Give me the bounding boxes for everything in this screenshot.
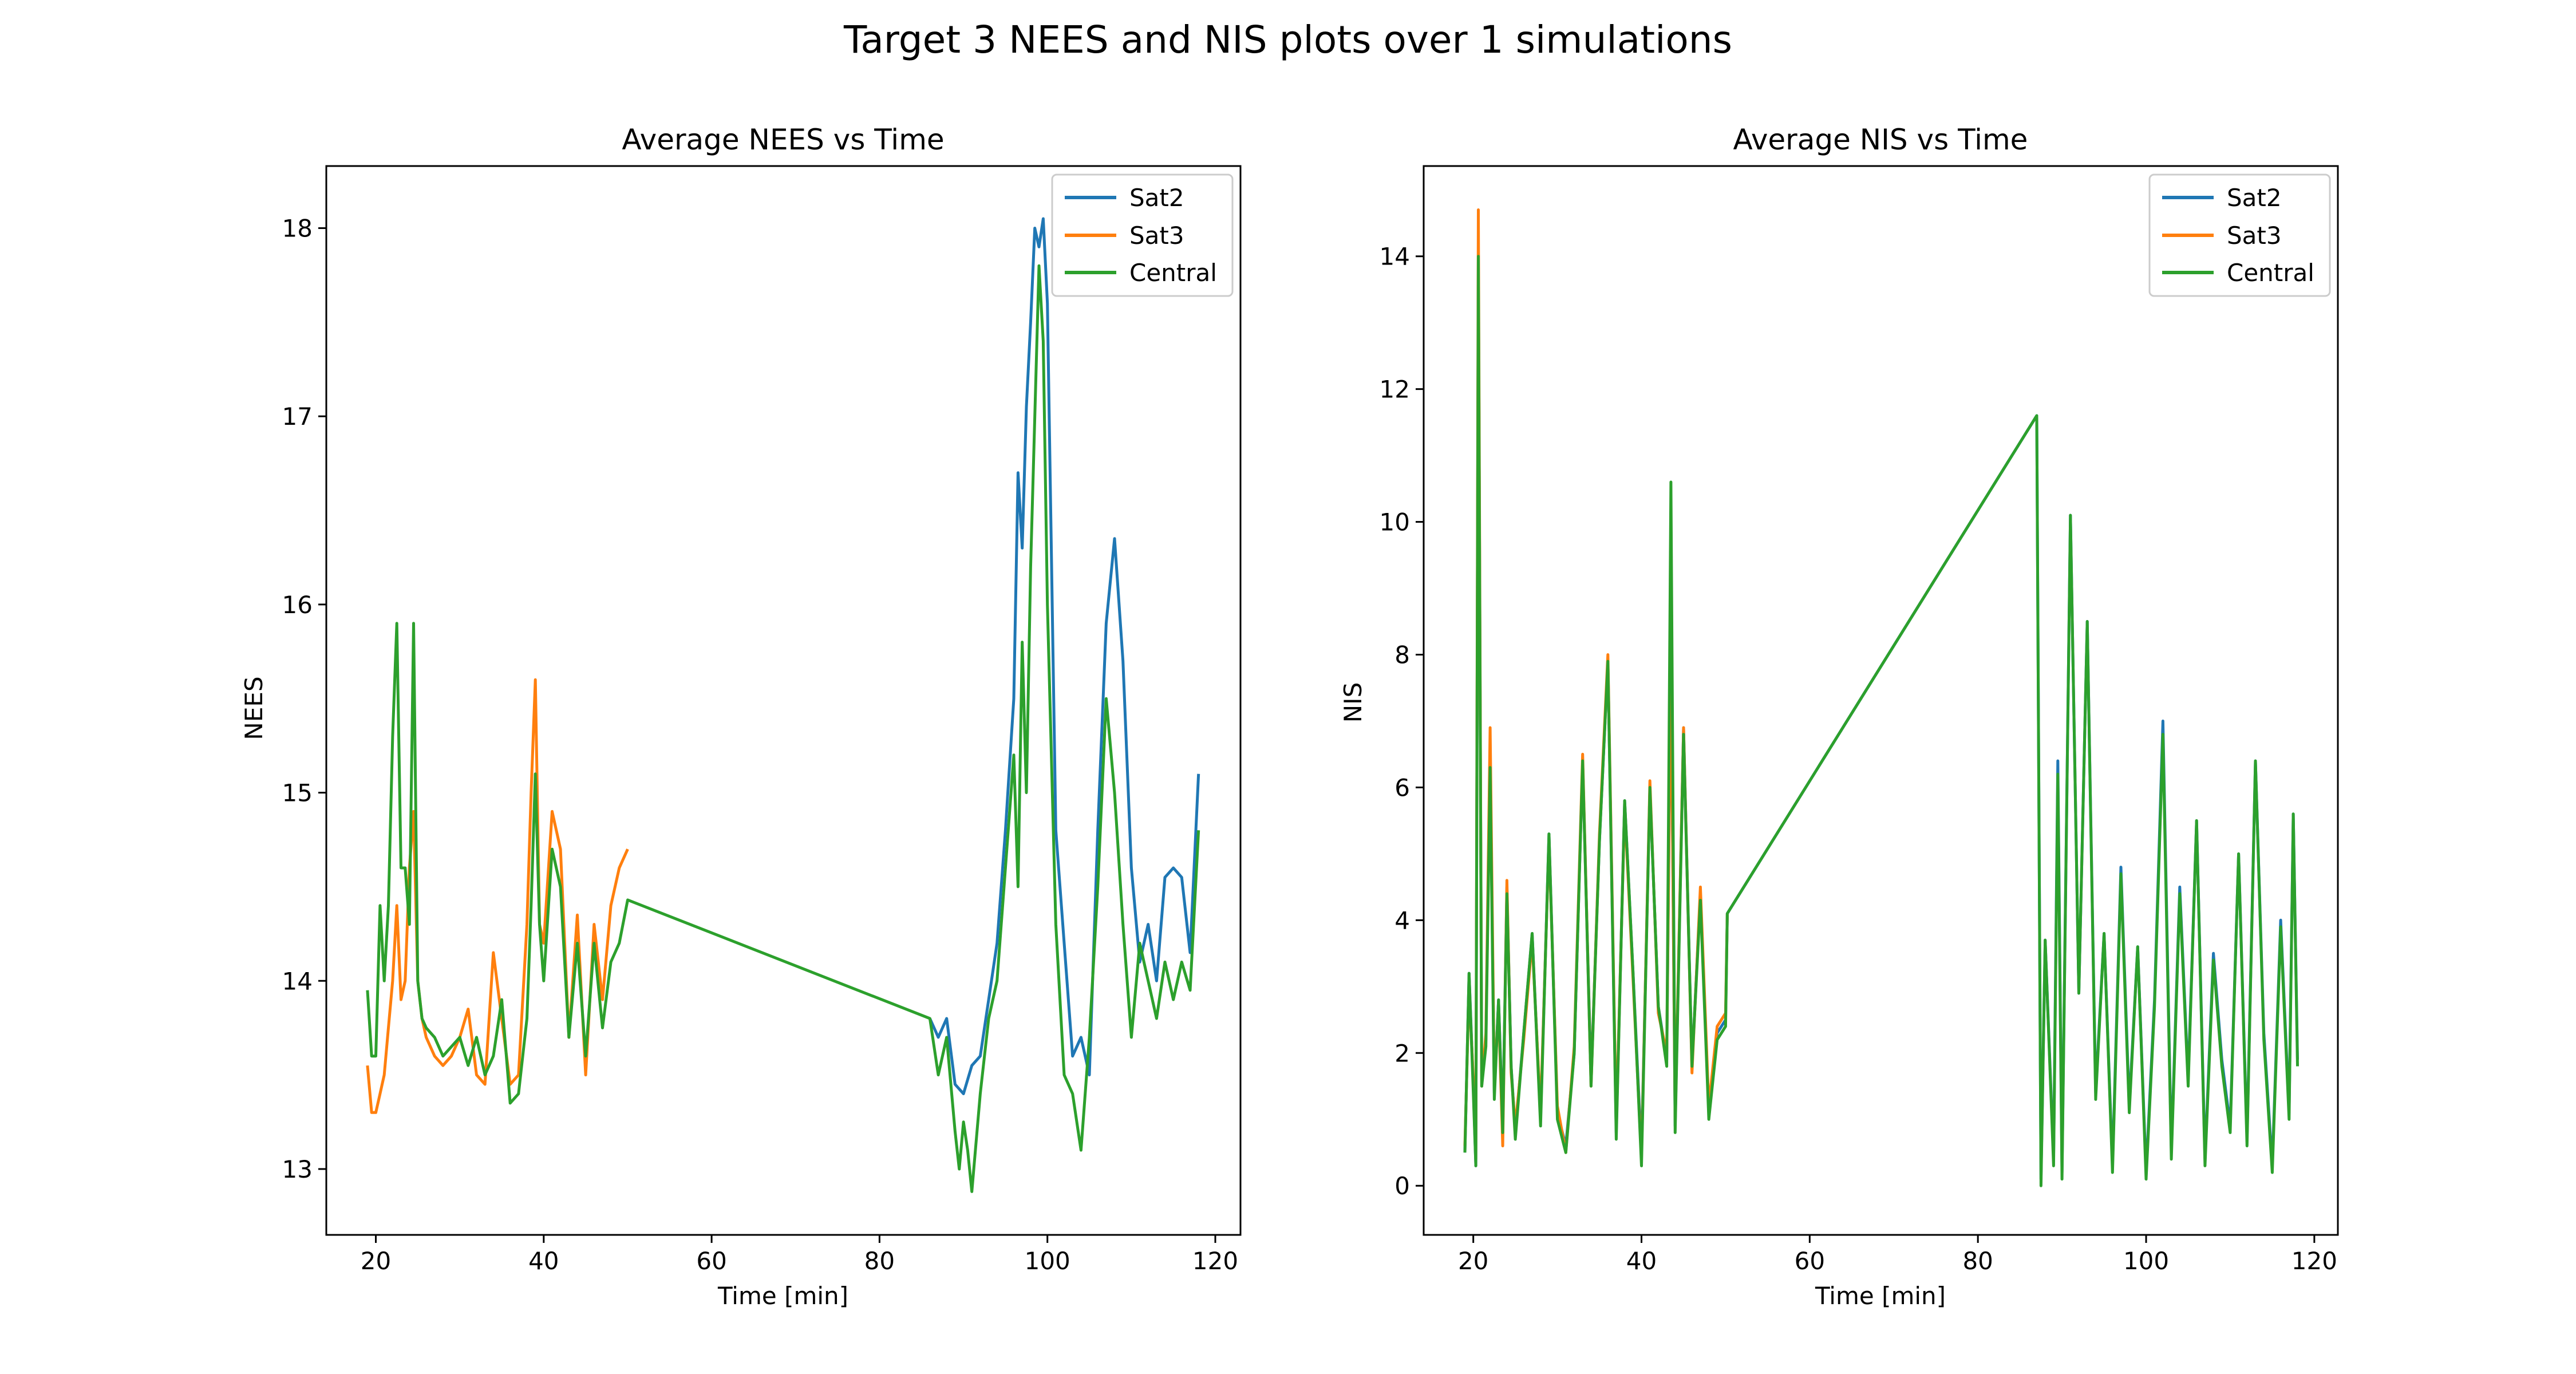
nees-plot-area: 20 40 60 80 100 120 13 14 15 16 17 18 [282, 214, 1239, 1275]
nees-y-tick-label: 16 [282, 591, 313, 619]
nis-legend-label-sat2: Sat2 [2227, 184, 2282, 212]
nis-legend: Sat2 Sat3 Central [2148, 173, 2331, 297]
nis-x-tick-label: 60 [1795, 1247, 1825, 1275]
nees-x-tick-label: 20 [361, 1247, 391, 1275]
nees-legend-label-central: Central [1129, 259, 1217, 287]
nis-y-tick-label: 14 [1380, 243, 1410, 271]
nees-x-tick-label: 120 [1192, 1247, 1238, 1275]
nis-x-tick-label: 40 [1626, 1247, 1657, 1275]
nees-x-tick-label: 80 [864, 1247, 895, 1275]
nis-legend-label-central: Central [2227, 259, 2314, 287]
nees-legend-box [1051, 173, 1234, 297]
nis-series-line-central [1463, 255, 2299, 1187]
nis-x-tick-label: 80 [1962, 1247, 1993, 1275]
nis-x-tick-label: 120 [2291, 1247, 2337, 1275]
figure-suptitle: Target 3 NEES and NIS plots over 1 simul… [843, 18, 1732, 62]
nees-y-tick-label: 15 [282, 779, 313, 807]
nees-x-axis-label: Time [min] [717, 1282, 848, 1310]
nis-y-tick-label: 10 [1380, 508, 1410, 536]
nees-legend: Sat2 Sat3 Central [1051, 173, 1234, 297]
nees-panel: Average NEES vs Time Time [min] NEES 20 4… [240, 123, 1242, 1310]
nees-y-tick-label: 13 [282, 1155, 313, 1183]
nis-x-tick-label: 20 [1458, 1247, 1488, 1275]
nis-axes-frame [1423, 165, 2339, 1236]
nis-plot-area: 20 40 60 80 100 120 0 2 4 6 8 10 12 14 [1380, 208, 2337, 1275]
nees-y-tick-label: 17 [282, 402, 313, 431]
nees-series-line-central [366, 264, 1200, 1193]
nees-y-tick-label: 14 [282, 967, 313, 995]
nis-y-tick-label: 12 [1380, 376, 1410, 404]
nees-series-line-sat2 [929, 217, 1200, 1095]
nis-legend-box [2148, 173, 2331, 297]
nees-y-tick-label: 18 [282, 214, 313, 242]
nees-legend-label-sat3: Sat3 [1129, 222, 1184, 250]
nis-y-tick-label: 2 [1394, 1039, 1410, 1067]
nis-panel: Average NIS vs Time Time [min] NIS 20 40 6… [1339, 123, 2339, 1310]
nees-y-axis-label: NEES [240, 676, 268, 740]
nis-y-tick-label: 8 [1394, 641, 1410, 669]
nis-x-tick-label: 100 [2123, 1247, 2169, 1275]
nis-plot-title: Average NIS vs Time [1733, 123, 2028, 156]
nis-y-tick-label: 0 [1394, 1172, 1410, 1200]
nees-legend-label-sat2: Sat2 [1129, 184, 1184, 212]
nees-x-tick-label: 60 [696, 1247, 726, 1275]
nis-y-tick-label: 4 [1394, 906, 1410, 934]
nees-plot-title: Average NEES vs Time [622, 123, 944, 156]
nis-legend-label-sat3: Sat3 [2227, 222, 2282, 250]
nis-x-axis-label: Time [min] [1815, 1282, 1946, 1310]
nees-axes-frame [325, 165, 1242, 1236]
nis-y-axis-label: NIS [1339, 682, 1367, 722]
nees-x-tick-label: 40 [528, 1247, 559, 1275]
nis-y-tick-label: 6 [1394, 773, 1410, 802]
nees-x-tick-label: 100 [1025, 1247, 1070, 1275]
